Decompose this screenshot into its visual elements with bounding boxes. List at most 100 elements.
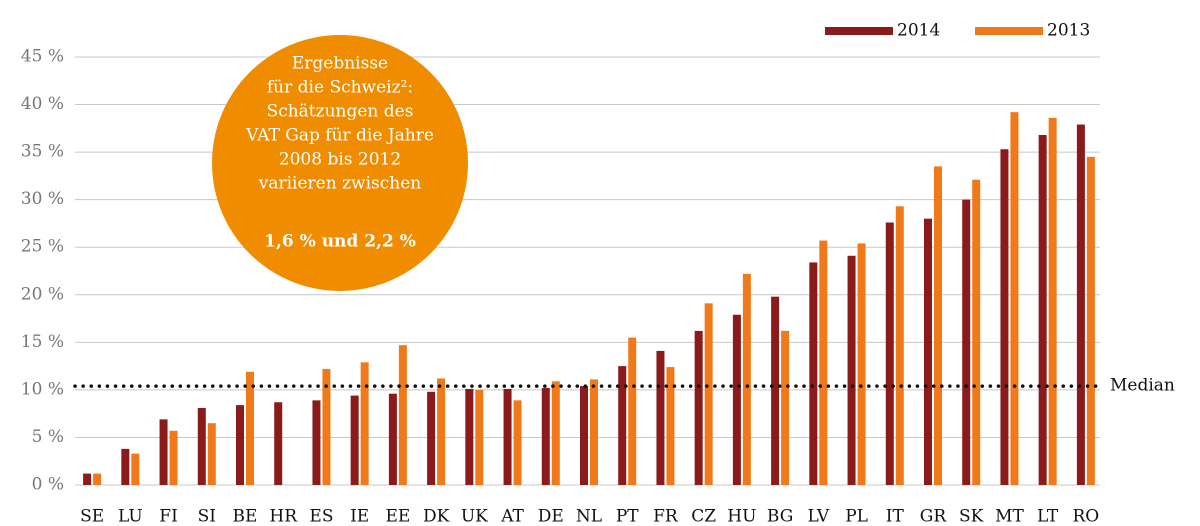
bar: [388, 393, 397, 485]
x-tick-label: LU: [118, 507, 143, 526]
bar: [475, 389, 484, 485]
bar: [350, 395, 359, 485]
bar: [513, 400, 522, 485]
bar: [1086, 156, 1095, 485]
x-tick-label: FR: [653, 507, 679, 526]
annotation-text: für die Schweiz²:: [267, 78, 413, 98]
bar: [246, 371, 254, 485]
bar: [83, 473, 92, 485]
x-tick-label: SK: [959, 507, 984, 526]
y-tick-label: 25 %: [21, 237, 64, 257]
legend-swatch: [825, 27, 893, 35]
bar: [972, 179, 981, 485]
x-tick-label: HR: [269, 507, 298, 526]
x-tick-label: PL: [845, 507, 868, 526]
bar: [1000, 149, 1009, 485]
bar: [857, 243, 866, 485]
bar: [1038, 134, 1047, 486]
x-tick-label: IE: [350, 507, 369, 526]
bar: [312, 400, 321, 485]
legend-label: 2014: [897, 21, 940, 41]
bar: [809, 262, 818, 485]
y-tick-label: 35 %: [21, 142, 64, 162]
y-tick-label: 10 %: [21, 379, 64, 399]
median-label: Median: [1110, 376, 1175, 396]
y-tick-label: 45 %: [21, 47, 64, 67]
y-tick-label: 5 %: [32, 427, 64, 447]
x-tick-label: MT: [995, 507, 1024, 526]
bar: [427, 391, 436, 485]
bar: [159, 419, 168, 485]
x-tick-label: DE: [538, 507, 564, 526]
x-tick-label: RO: [1073, 507, 1100, 526]
bar: [628, 337, 637, 485]
bar: [666, 367, 675, 485]
bar: [771, 296, 780, 485]
bar: [895, 206, 904, 485]
bar: [437, 378, 446, 485]
bar: [590, 379, 598, 485]
bar: [322, 368, 331, 485]
bar: [934, 166, 942, 485]
x-tick-label: BE: [233, 507, 258, 526]
x-tick-label: FI: [159, 507, 178, 526]
bar: [580, 386, 588, 485]
bar: [1010, 112, 1019, 486]
annotation-text: Schätzungen des: [267, 102, 414, 122]
bar: [962, 199, 971, 485]
bar: [131, 453, 140, 485]
bar: [885, 222, 894, 485]
bar: [781, 330, 790, 485]
x-tick-label: PT: [616, 507, 639, 526]
bar: [656, 350, 665, 485]
bar: [121, 448, 130, 485]
x-tick-label: SI: [198, 507, 216, 526]
legend-label: 2013: [1047, 21, 1090, 41]
annotation-circle: [212, 35, 468, 291]
bar: [1076, 124, 1085, 485]
bar: [924, 218, 932, 485]
x-tick-label: LT: [1037, 507, 1059, 526]
bar: [618, 366, 627, 485]
x-tick-label: DK: [423, 507, 450, 526]
bar: [1048, 117, 1057, 486]
y-tick-label: 15 %: [21, 332, 64, 352]
x-tick-label: UK: [461, 507, 488, 526]
bar: [398, 345, 407, 485]
bar: [236, 405, 244, 485]
x-tick-label: LV: [808, 507, 830, 526]
x-tick-label: NL: [576, 507, 602, 526]
annotation-text: variieren zwischen: [258, 174, 422, 194]
bar: [541, 387, 550, 485]
x-tick-label: CZ: [691, 507, 716, 526]
bar: [503, 388, 512, 485]
bar: [742, 273, 751, 485]
x-tick-label: HU: [727, 507, 756, 526]
annotation-highlight: 1,6 % und 2,2 %: [264, 232, 416, 252]
bar: [847, 255, 856, 485]
y-tick-label: 40 %: [21, 94, 64, 114]
annotation-text: Ergebnisse: [292, 54, 388, 74]
x-tick-label: ES: [309, 507, 333, 526]
y-tick-label: 0 %: [32, 475, 64, 495]
bar: [819, 240, 828, 485]
bar: [169, 430, 178, 485]
legend-swatch: [975, 27, 1043, 35]
bar: [551, 381, 560, 485]
bar: [360, 362, 369, 485]
y-tick-label: 20 %: [21, 284, 64, 304]
x-tick-label: IT: [886, 507, 905, 526]
x-tick-label: GR: [920, 507, 948, 526]
annotation-text: 2008 bis 2012: [279, 150, 401, 170]
bar: [704, 303, 713, 485]
x-tick-label: EE: [385, 507, 410, 526]
bar: [465, 388, 474, 485]
bar: [732, 314, 741, 485]
bar: [207, 423, 216, 485]
x-tick-label: SE: [80, 507, 104, 526]
bar: [274, 402, 283, 485]
annotation-text: VAT Gap für die Jahre: [245, 126, 434, 146]
bar: [93, 473, 102, 485]
y-tick-label: 30 %: [21, 189, 64, 209]
